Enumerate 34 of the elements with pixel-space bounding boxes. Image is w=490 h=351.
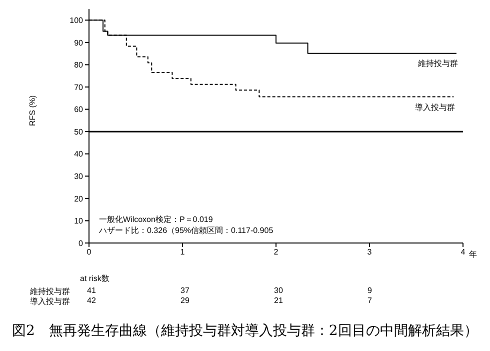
y-tick-label: 80	[74, 60, 84, 70]
y-tick-label: 100	[70, 16, 84, 25]
y-tick-label: 50	[74, 127, 84, 136]
y-tick-label: 0	[78, 238, 84, 248]
text: 30	[274, 286, 283, 295]
text: 29	[180, 296, 190, 305]
x-axis-title: 年	[469, 249, 477, 260]
x-tick-label: 0	[86, 248, 92, 257]
text: 導入投与群	[30, 297, 70, 306]
x-tick-label: 4	[460, 248, 466, 257]
x-tick-label: 3	[367, 248, 372, 257]
y-tick-label: 70	[74, 82, 84, 92]
text: 37	[180, 286, 190, 295]
text: 41	[87, 286, 96, 295]
text: 7	[368, 296, 372, 305]
text: 42	[87, 296, 96, 305]
y-tick-label: 30	[74, 172, 84, 181]
x-tick-label: 2	[274, 248, 279, 257]
annotation: 一般化Wilcoxon検定：P＝0.019	[99, 214, 213, 226]
y-tick-label: 10	[74, 216, 84, 226]
text: at risk数	[80, 273, 110, 284]
y-tick-label: 60	[74, 105, 84, 114]
y-axis-title: RFS (%)	[28, 95, 37, 126]
text: 図2 無再発生存曲線（維持投与群対導入投与群：2回目の中間解析結果）	[11, 322, 479, 341]
y-tick-label: 90	[74, 38, 84, 48]
y-tick-label: 40	[74, 150, 84, 159]
y-tick-label: 20	[74, 194, 84, 204]
x-tick-label: 1	[180, 248, 186, 257]
text: 21	[274, 296, 283, 305]
text: 維持投与群	[30, 287, 70, 296]
series-label: 維持投与群	[418, 58, 458, 70]
series-label: 導入投与群	[414, 102, 455, 113]
annotation: ハザード比：0.326（95%信頼区間：0.117-0.905	[99, 225, 274, 236]
text: 9	[368, 286, 372, 295]
